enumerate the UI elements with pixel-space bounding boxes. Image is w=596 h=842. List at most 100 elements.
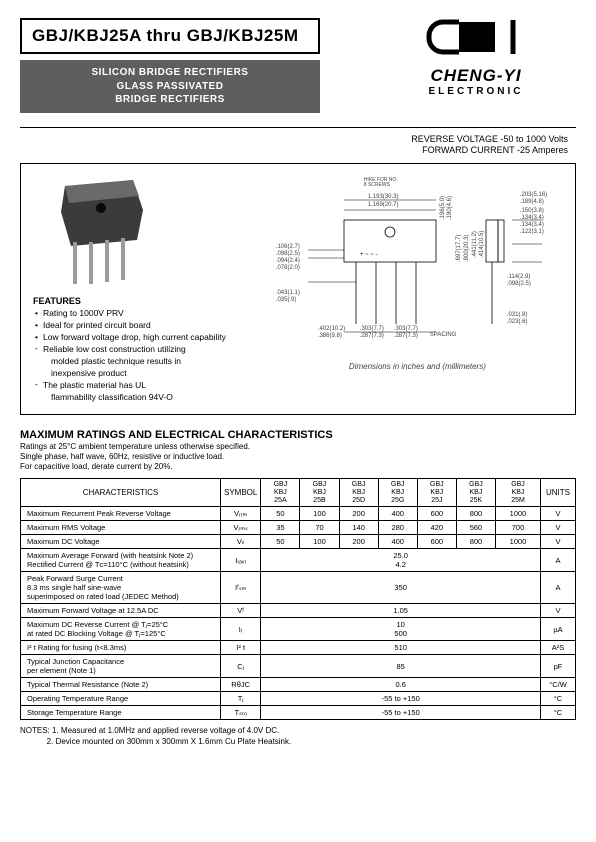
cell-symbol: Vᶠ: [221, 604, 261, 618]
dim-d2: 1.169(20.7): [368, 202, 399, 208]
dim-d29: .134(3.4): [520, 222, 544, 228]
table-row: Maximum DC Reverse Current @ Tⱼ=25°Cat r…: [21, 618, 576, 641]
cell-characteristic: Storage Temperature Range: [21, 706, 221, 720]
hdr-part-6: GBJKBJ25M: [496, 479, 541, 507]
cell-value: 560: [456, 521, 495, 535]
cell-value-span: 350: [261, 572, 541, 604]
features-list: Rating to 1000V PRVIdeal for printed cir…: [33, 308, 262, 403]
table-row: Typical Thermal Resistance (Note 2)RθJC0…: [21, 678, 576, 692]
cell-unit: µA: [541, 618, 576, 641]
table-header-row: CHARACTERISTICS SYMBOL GBJKBJ25A GBJKBJ2…: [21, 479, 576, 507]
cell-symbol: Tⱼ: [221, 692, 261, 706]
cell-value: 35: [261, 521, 300, 535]
dim-d11b: .303(7.7): [394, 326, 418, 332]
outline-column: + ~ ~ -: [272, 174, 563, 404]
cell-value-span: -55 to +150: [261, 692, 541, 706]
feature-item: flammability classification 94V-O: [33, 392, 262, 403]
brand-block: CHENG-YI ELECTRONIC: [376, 18, 576, 97]
cell-value: 600: [417, 535, 456, 549]
dim-d34: .023(.6): [507, 319, 528, 325]
cell-value-span: -55 to +150: [261, 706, 541, 720]
desc-line-1: SILICON BRIDGE RECTIFIERS: [20, 66, 320, 80]
cell-value: 70: [300, 521, 339, 535]
cell-characteristic: Maximum RMS Voltage: [21, 521, 221, 535]
dim-d13: .196(5.0): [440, 196, 446, 220]
table-row: Typical Junction Capacitanceper element …: [21, 655, 576, 678]
cell-unit: °C: [541, 706, 576, 720]
package-features-box: FEATURES Rating to 1000V PRVIdeal for pr…: [20, 163, 576, 415]
table-row: Peak Forward Surge Current8.3 ms single …: [21, 572, 576, 604]
hdr-part-1: GBJKBJ25B: [300, 479, 339, 507]
cell-characteristic: Typical Junction Capacitanceper element …: [21, 655, 221, 678]
table-row: I² t Rating for fusing (t<8.3ms)I² t510A…: [21, 641, 576, 655]
feature-item: molded plastic technique results in: [33, 356, 262, 367]
feature-item: The plastic material has UL: [33, 380, 262, 391]
cell-value: 1000: [496, 535, 541, 549]
dim-d27: .150(3.8): [520, 208, 544, 214]
characteristics-table: CHARACTERISTICS SYMBOL GBJKBJ25A GBJKBJ2…: [20, 478, 576, 720]
cell-symbol: Vᵣᵣₘ: [221, 507, 261, 521]
dim-d30: .122(3.1): [520, 229, 544, 235]
dim-d26: .189(4.8): [520, 199, 544, 205]
feature-item: Ideal for printed circuit board: [33, 320, 262, 331]
cell-value: 400: [378, 507, 417, 521]
cell-unit: V: [541, 535, 576, 549]
brand-name: CHENG-YI: [376, 66, 576, 86]
dim-d3: .106(2.7): [276, 244, 300, 250]
dim-d10: .386(9.8): [318, 333, 342, 339]
outline-drawing: + ~ ~ -: [272, 174, 563, 354]
description-bar: SILICON BRIDGE RECTIFIERS GLASS PASSIVAT…: [20, 60, 320, 113]
cell-unit: °C: [541, 692, 576, 706]
cell-value: 200: [339, 535, 378, 549]
ratings-sub-3: For capacitive load, derate current by 2…: [20, 462, 576, 472]
cell-characteristic: Maximum DC Reverse Current @ Tⱼ=25°Cat r…: [21, 618, 221, 641]
reverse-voltage-line: REVERSE VOLTAGE -50 to 1000 Volts: [20, 134, 568, 146]
cell-characteristic: Operating Temperature Range: [21, 692, 221, 706]
dim-d28: .134(3.4): [520, 215, 544, 221]
table-row: Operating Temperature RangeTⱼ-55 to +150…: [21, 692, 576, 706]
cell-characteristic: Maximum Forward Voltage at 12.5A DC: [21, 604, 221, 618]
cell-symbol: Cⱼ: [221, 655, 261, 678]
dim-d8: .035(.9): [276, 297, 297, 303]
cell-value: 1000: [496, 507, 541, 521]
dim-d5: .094(2.4): [276, 258, 300, 264]
dim-d1: 1.193(30.3): [368, 194, 399, 200]
cell-value: 700: [496, 521, 541, 535]
dim-d23: .441(11.2): [472, 231, 478, 258]
cell-value-span: 25.04.2: [261, 549, 541, 572]
cell-value-span: 10500: [261, 618, 541, 641]
dimension-note: Dimensions in inches and (millimeters): [272, 362, 563, 371]
cell-unit: V: [541, 507, 576, 521]
hdr-symbol: SYMBOL: [221, 479, 261, 507]
title-block: GBJ/KBJ25A thru GBJ/KBJ25M SILICON BRIDG…: [20, 18, 320, 113]
cell-value-span: 510: [261, 641, 541, 655]
cell-value: 100: [300, 535, 339, 549]
cell-value: 600: [417, 507, 456, 521]
cell-symbol: Iᵣ: [221, 618, 261, 641]
cell-value: 800: [456, 535, 495, 549]
cell-unit: A²S: [541, 641, 576, 655]
table-row: Maximum RMS VoltageVᵣₘₛ35701402804205607…: [21, 521, 576, 535]
dim-d25: .203(5.16): [520, 192, 547, 198]
cell-value-span: 1.05: [261, 604, 541, 618]
dim-d31: .114(2.9): [507, 274, 531, 280]
feature-item: Rating to 1000V PRV: [33, 308, 262, 319]
cell-symbol: Vₗₗ: [221, 535, 261, 549]
table-row: Maximum Recurrent Peak Reverse VoltageVᵣ…: [21, 507, 576, 521]
divider: [20, 127, 576, 128]
rating-lines: REVERSE VOLTAGE -50 to 1000 Volts FORWAR…: [20, 134, 576, 157]
dim-d7: .043(1.1): [276, 290, 300, 296]
cell-unit: pF: [541, 655, 576, 678]
desc-line-3: BRIDGE RECTIFIERS: [20, 93, 320, 107]
cell-value: 420: [417, 521, 456, 535]
cell-symbol: I² t: [221, 641, 261, 655]
cell-value: 100: [300, 507, 339, 521]
cell-characteristic: Maximum Recurrent Peak Reverse Voltage: [21, 507, 221, 521]
dim-d12: .287(7.3): [360, 333, 384, 339]
dim-d4: .098(2.5): [276, 251, 300, 257]
cell-value-span: 0.6: [261, 678, 541, 692]
hdr-part-0: GBJKBJ25A: [261, 479, 300, 507]
ratings-sub: Ratings at 25°C ambient temperature unle…: [20, 442, 576, 472]
ratings-sub-1: Ratings at 25°C ambient temperature unle…: [20, 442, 576, 452]
hdr-part-5: GBJKBJ25K: [456, 479, 495, 507]
